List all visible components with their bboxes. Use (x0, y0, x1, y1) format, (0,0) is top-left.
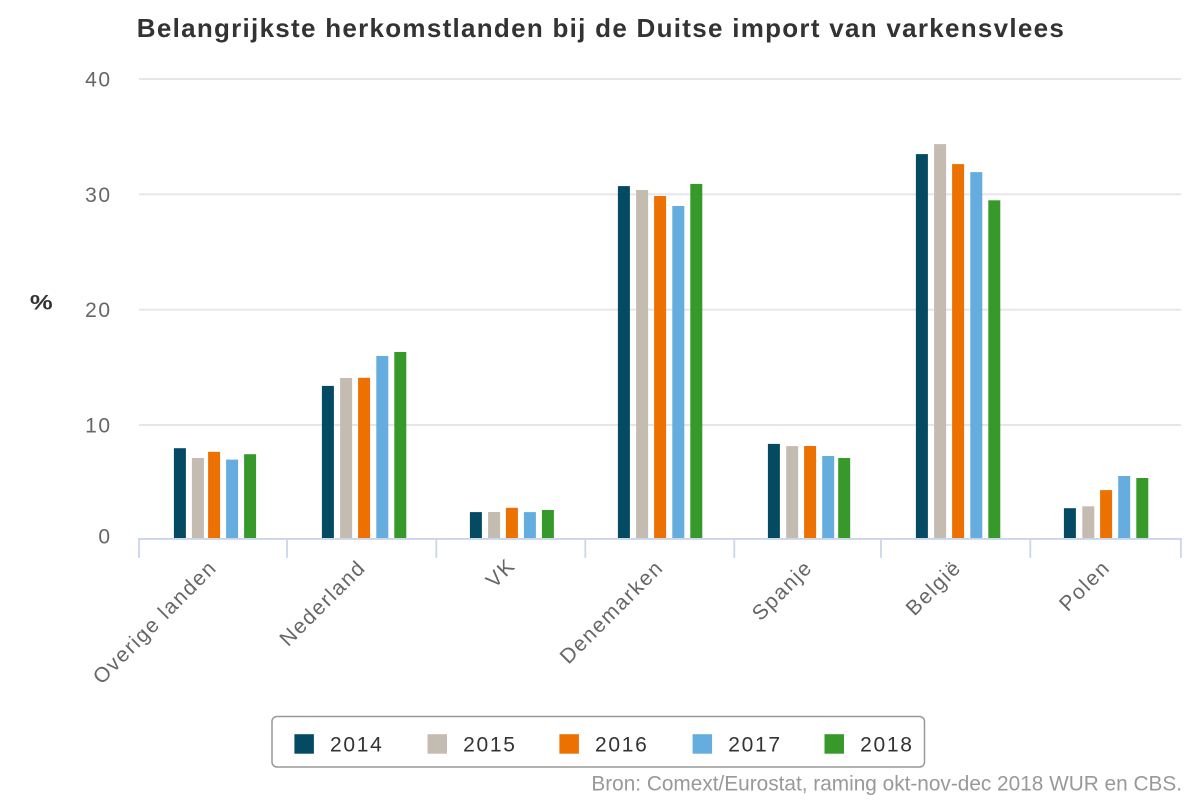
svg-text:2017: 2017 (728, 734, 782, 757)
svg-text:2015: 2015 (463, 734, 517, 757)
svg-text:40: 40 (85, 69, 111, 92)
svg-text:Bron: Comext/Eurostat, raming: Bron: Comext/Eurostat, raming okt-nov-de… (591, 773, 1182, 796)
svg-text:2018: 2018 (860, 734, 914, 757)
svg-text:%: % (30, 291, 53, 314)
svg-text:20: 20 (85, 299, 111, 322)
svg-text:30: 30 (85, 184, 111, 207)
svg-text:0: 0 (98, 526, 111, 549)
svg-text:2014: 2014 (330, 734, 384, 757)
svg-text:Belangrijkste herkomstlanden b: Belangrijkste herkomstlanden bij de Duit… (137, 13, 1065, 43)
svg-text:10: 10 (85, 415, 111, 438)
svg-text:2016: 2016 (595, 734, 649, 757)
